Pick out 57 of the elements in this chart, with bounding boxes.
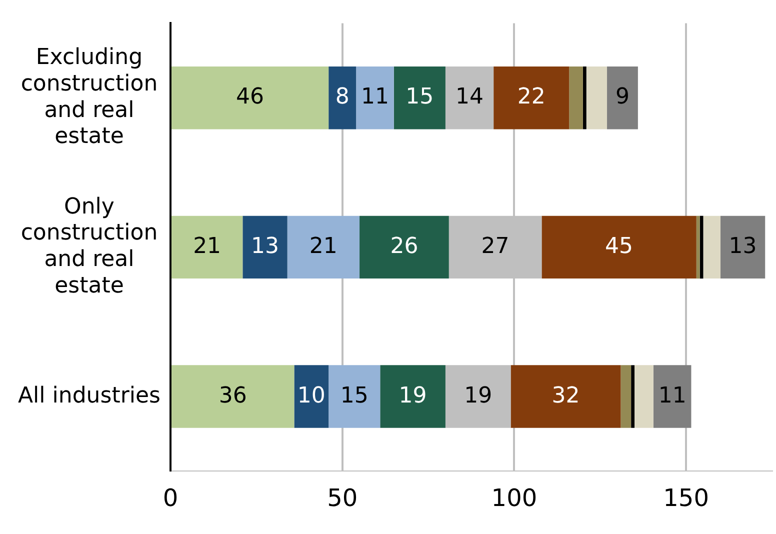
data-label: 8 bbox=[335, 84, 350, 110]
bar bbox=[703, 216, 720, 279]
data-label: 15 bbox=[340, 383, 368, 408]
y-tick-label: Excluding construction and real estate bbox=[20, 44, 158, 150]
bar bbox=[620, 365, 632, 428]
bar bbox=[510, 365, 621, 428]
data-label: 21 bbox=[309, 234, 338, 259]
data-label: 32 bbox=[552, 383, 580, 408]
data-label: 21 bbox=[193, 234, 222, 259]
data-label: 22 bbox=[517, 84, 546, 110]
bar bbox=[542, 216, 696, 279]
bar bbox=[720, 216, 766, 279]
bar bbox=[653, 365, 692, 428]
data-label: 14 bbox=[456, 84, 484, 110]
x-tick-label: 150 bbox=[663, 484, 709, 512]
bar bbox=[171, 66, 329, 130]
x-tick-label: 0 bbox=[162, 484, 178, 512]
bar bbox=[634, 365, 654, 428]
data-label: 9 bbox=[615, 84, 630, 110]
bar bbox=[360, 216, 449, 279]
data-label: 13 bbox=[251, 234, 279, 259]
bar bbox=[394, 66, 446, 130]
data-label: 46 bbox=[236, 84, 264, 110]
data-label: 19 bbox=[464, 383, 492, 408]
bar bbox=[328, 66, 356, 130]
bar bbox=[700, 216, 704, 279]
x-tick-label: 100 bbox=[491, 484, 538, 512]
bar bbox=[569, 66, 583, 130]
bar bbox=[607, 66, 638, 130]
bar bbox=[171, 365, 294, 428]
data-label: 11 bbox=[658, 383, 686, 408]
bar bbox=[294, 365, 329, 428]
data-label: 26 bbox=[390, 234, 418, 259]
y-tick-label: Only construction and real estate bbox=[20, 194, 158, 299]
bar bbox=[696, 216, 700, 279]
data-label: 13 bbox=[728, 234, 757, 259]
y-tick-label: All industries bbox=[18, 383, 160, 408]
bar bbox=[171, 216, 243, 279]
bar bbox=[445, 365, 511, 428]
data-label: 19 bbox=[398, 383, 427, 408]
bar bbox=[445, 66, 494, 130]
data-label: 36 bbox=[218, 383, 247, 408]
bar bbox=[631, 365, 635, 428]
bar bbox=[380, 365, 446, 428]
data-label: 27 bbox=[481, 234, 510, 259]
bar bbox=[586, 66, 608, 130]
bar bbox=[328, 365, 380, 428]
bar bbox=[242, 216, 288, 279]
bar bbox=[356, 66, 394, 130]
x-tick-label: 50 bbox=[327, 484, 358, 512]
bar bbox=[582, 66, 586, 130]
data-label: 10 bbox=[297, 383, 326, 408]
data-label: 45 bbox=[605, 234, 634, 259]
data-label: 11 bbox=[360, 84, 389, 110]
data-label: 15 bbox=[406, 84, 434, 110]
bar bbox=[494, 66, 570, 130]
bar bbox=[287, 216, 360, 279]
